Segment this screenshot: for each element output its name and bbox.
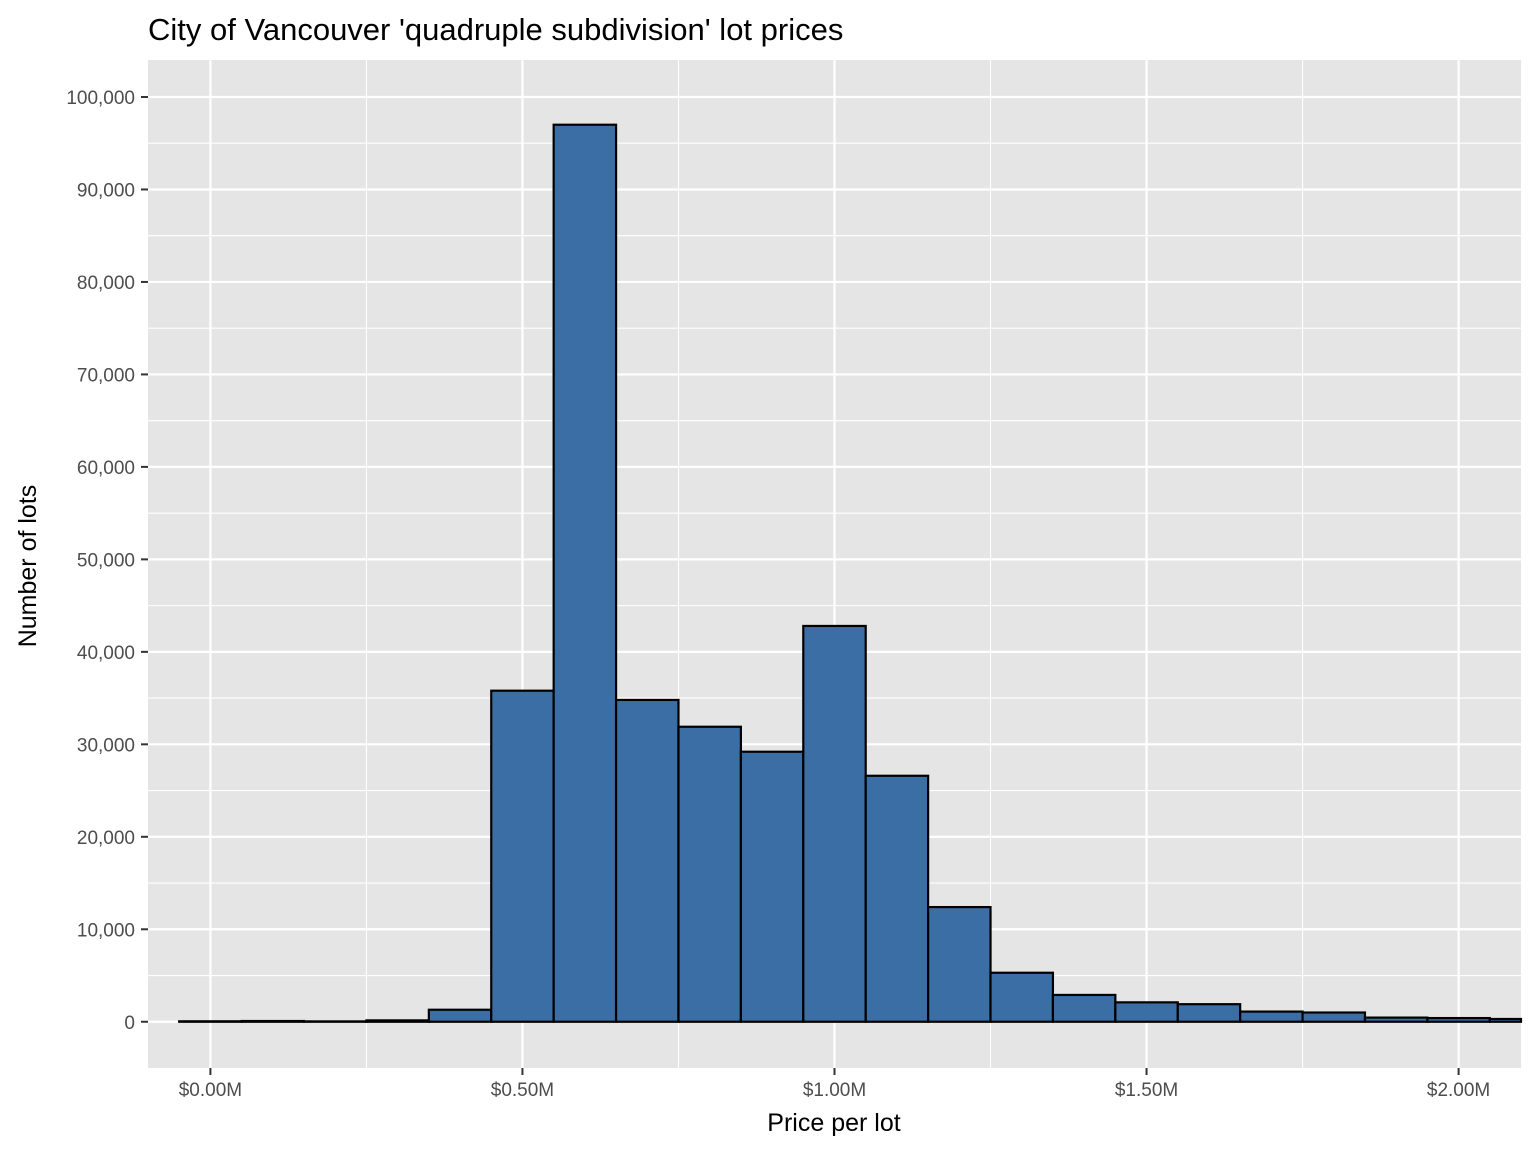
- histogram-bar: [864, 774, 930, 1023]
- y-axis-title: Number of lots: [14, 485, 42, 648]
- x-tick-label: $0.50M: [491, 1080, 554, 1101]
- histogram-bar: [365, 1019, 430, 1023]
- histogram-bar: [1051, 993, 1117, 1023]
- histogram-bar: [240, 1019, 306, 1023]
- chart-title: City of Vancouver 'quadruple subdivision…: [148, 12, 843, 47]
- x-tick-label: $1.50M: [1115, 1080, 1178, 1101]
- histogram-bar: [1176, 1003, 1242, 1023]
- x-tick-label: $2.00M: [1427, 1080, 1490, 1101]
- x-tick-label: $1.00M: [803, 1080, 866, 1101]
- histogram-bars: [178, 123, 1523, 1023]
- histogram-bar: [677, 725, 742, 1023]
- histogram-bar: [614, 698, 680, 1023]
- histogram-bar: [1301, 1011, 1367, 1023]
- y-axis-ticks: 0 10,000 20,000 30,000 40,000 50,000 60,000 70,…: [66, 88, 148, 1034]
- histogram-bar: [427, 1008, 493, 1023]
- histogram-bar: [1239, 1010, 1304, 1023]
- y-tick-label: 10,000: [77, 920, 135, 941]
- x-tick-label: $0.00M: [179, 1080, 242, 1101]
- y-tick-label: 100,000: [66, 88, 135, 109]
- histogram-bar: [739, 750, 805, 1023]
- histogram-bar: [1114, 1001, 1179, 1023]
- y-tick-label: 20,000: [77, 828, 135, 849]
- y-tick-label: 40,000: [77, 643, 135, 664]
- y-tick-label: 60,000: [77, 458, 135, 479]
- y-tick-label: 30,000: [77, 735, 135, 756]
- x-axis-title: Price per lot: [767, 1109, 900, 1137]
- histogram-bar: [927, 905, 992, 1023]
- y-tick-label: 90,000: [77, 180, 135, 201]
- histogram-bar: [1426, 1016, 1491, 1023]
- histogram-bar: [1488, 1017, 1523, 1023]
- y-tick-label: 0: [124, 1013, 135, 1034]
- x-axis-ticks: $0.00M $0.50M $1.00M $1.50M $2.00M: [179, 1068, 1490, 1101]
- histogram-bar: [552, 123, 618, 1023]
- histogram-bar: [802, 624, 867, 1023]
- y-tick-label: 50,000: [77, 550, 135, 571]
- histogram-bar: [1363, 1016, 1429, 1023]
- histogram-bar: [490, 689, 555, 1023]
- y-tick-label: 70,000: [77, 365, 135, 386]
- histogram-bar: [989, 971, 1055, 1023]
- y-tick-label: 80,000: [77, 273, 135, 294]
